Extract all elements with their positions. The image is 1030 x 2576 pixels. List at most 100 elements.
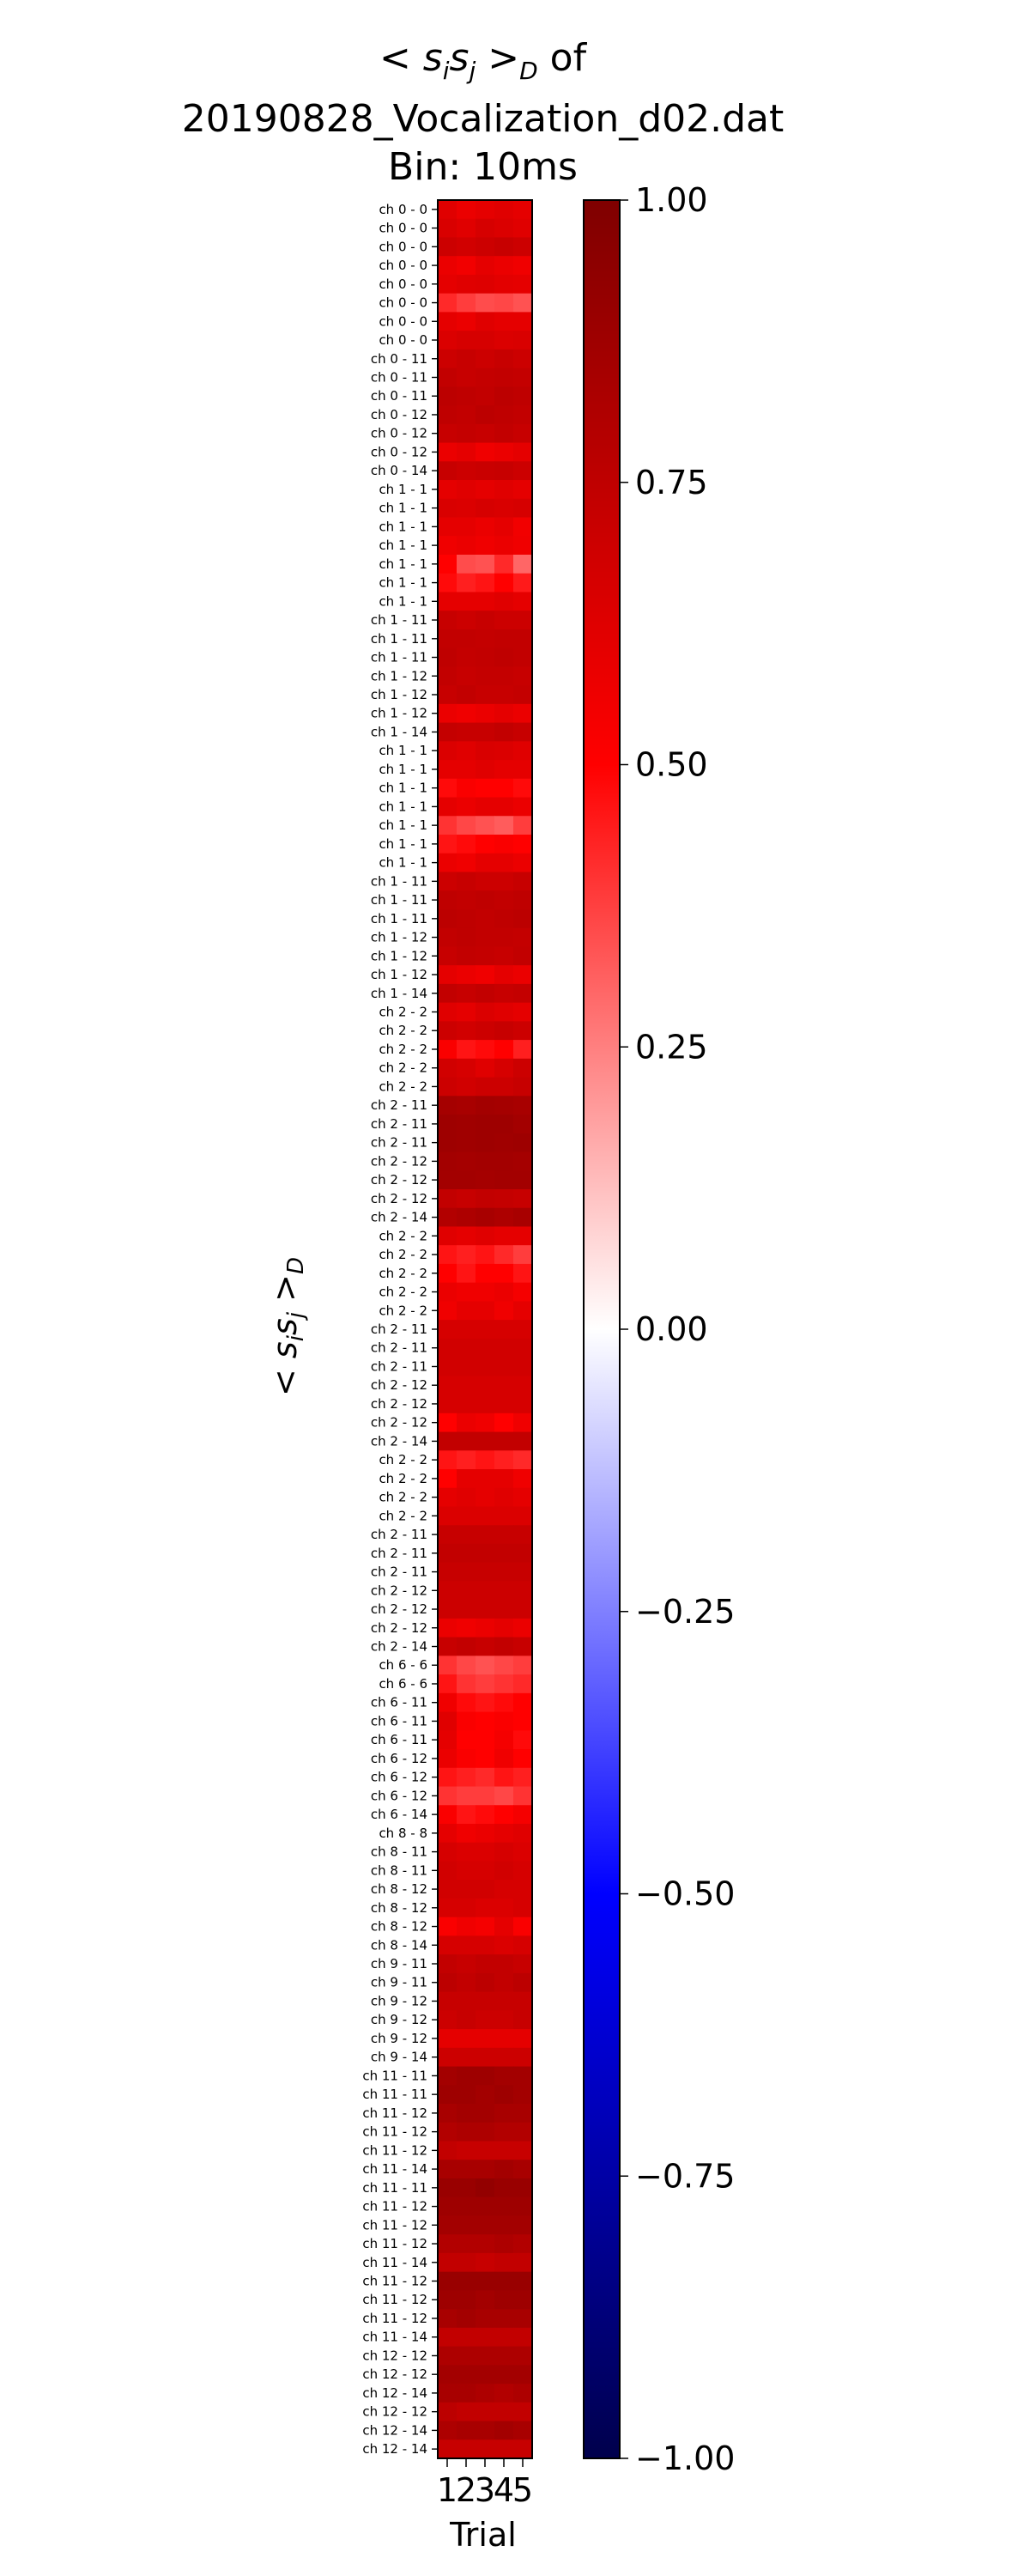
heatmap-cell	[494, 890, 514, 910]
heatmap-cell	[513, 1600, 533, 1619]
chart-title-line-1: < sisj >D of	[379, 36, 587, 85]
colorbar-tick-label: −0.75	[635, 2157, 735, 2195]
y-tick-label: ch 1 - 1	[379, 762, 427, 777]
y-tick-label: ch 0 - 11	[371, 388, 427, 404]
heatmap-cell	[494, 368, 514, 387]
heatmap-cell	[457, 368, 476, 387]
heatmap-cell	[494, 1692, 514, 1713]
heatmap-cell	[476, 1376, 495, 1395]
heatmap-cell	[494, 1207, 514, 1228]
heatmap-cell	[476, 1805, 495, 1825]
heatmap-cell	[457, 1543, 476, 1564]
heatmap-cell	[438, 1823, 457, 1844]
heatmap-cell	[513, 1394, 533, 1414]
heatmap-cell	[438, 517, 457, 537]
heatmap-cell	[457, 237, 476, 257]
heatmap-cell	[513, 517, 533, 537]
heatmap-cell	[476, 2215, 495, 2235]
heatmap-cell	[513, 405, 533, 425]
y-tick-label: ch 1 - 11	[371, 911, 427, 927]
heatmap-cell	[457, 331, 476, 350]
heatmap-cell	[494, 442, 514, 462]
heatmap-cell	[438, 760, 457, 780]
colorbar-tick-label: 0.00	[635, 1310, 708, 1348]
y-tick-label: ch 2 - 11	[371, 1527, 427, 1542]
heatmap-cell	[513, 2160, 533, 2179]
heatmap-cell	[476, 331, 495, 350]
y-tick-label: ch 0 - 12	[371, 407, 427, 422]
y-tick-label: ch 11 - 12	[362, 2236, 427, 2251]
heatmap-cell	[457, 1767, 476, 1788]
heatmap-cell	[513, 1040, 533, 1060]
heatmap-cell	[476, 2439, 495, 2459]
heatmap-cell	[457, 349, 476, 369]
y-tick-label: ch 6 - 12	[371, 1751, 427, 1766]
heatmap-cell	[513, 1282, 533, 1302]
heatmap-cell	[457, 2421, 476, 2440]
heatmap-cell	[457, 1133, 476, 1153]
y-tick-label: ch 2 - 12	[371, 1583, 427, 1598]
heatmap-cell	[476, 1188, 495, 1209]
y-tick-label: ch 0 - 0	[379, 221, 427, 236]
heatmap-cell	[438, 965, 457, 985]
heatmap-cell	[438, 1469, 457, 1489]
y-tick-label: ch 8 - 11	[371, 1862, 427, 1878]
colorbar-tick-label: −0.25	[635, 1593, 735, 1631]
heatmap-cell	[494, 2047, 514, 2068]
heatmap-cell	[476, 2160, 495, 2179]
heatmap-cell	[494, 1170, 514, 1190]
heatmap-cell	[457, 965, 476, 985]
heatmap-cell	[438, 1226, 457, 1246]
heatmap-cell	[438, 1842, 457, 1862]
heatmap-cell	[457, 760, 476, 780]
heatmap-cell	[494, 2309, 514, 2329]
heatmap-cell	[494, 1543, 514, 1564]
x-tick-label: 4	[494, 2471, 514, 2509]
heatmap-cell	[494, 1245, 514, 1265]
heatmap-cell	[513, 1431, 533, 1451]
heatmap-cell	[476, 2178, 495, 2198]
heatmap-cell	[476, 1469, 495, 1489]
y-tick-label: ch 1 - 1	[379, 501, 427, 516]
heatmap-cell	[476, 778, 495, 799]
heatmap-cell	[476, 2141, 495, 2160]
y-tick-label: ch 1 - 12	[371, 967, 427, 982]
heatmap-cell	[438, 1898, 457, 1918]
y-tick-label: ch 2 - 2	[379, 1490, 427, 1505]
heatmap-cell	[457, 423, 476, 444]
heatmap-cell	[438, 2029, 457, 2049]
heatmap-cell	[494, 965, 514, 985]
heatmap-cell	[457, 835, 476, 854]
heatmap-cell	[494, 293, 514, 313]
heatmap-cell	[513, 1730, 533, 1750]
y-tick-label: ch 11 - 12	[362, 2292, 427, 2307]
heatmap-cell	[494, 1711, 514, 1731]
heatmap-cell	[476, 1450, 495, 1470]
heatmap-cell	[513, 200, 533, 220]
heatmap-cell	[476, 592, 495, 611]
heatmap-cell	[457, 1394, 476, 1414]
y-tick-label: ch 2 - 11	[371, 1546, 427, 1561]
heatmap-cell	[457, 1040, 476, 1060]
heatmap-cell	[494, 778, 514, 799]
heatmap-cell	[513, 1133, 533, 1153]
heatmap-cell	[457, 685, 476, 705]
heatmap-cell	[457, 703, 476, 724]
heatmap-cell	[476, 349, 495, 369]
y-tick-label: ch 2 - 11	[371, 1564, 427, 1580]
heatmap-cell	[457, 1898, 476, 1918]
heatmap-cell	[476, 1115, 495, 1134]
y-tick-label: ch 1 - 1	[379, 799, 427, 814]
heatmap-cell	[513, 2365, 533, 2385]
heatmap-cell	[513, 1301, 533, 1321]
heatmap-cell	[494, 946, 514, 966]
heatmap-cell	[494, 2421, 514, 2440]
heatmap-cell	[494, 2384, 514, 2403]
heatmap-cell	[476, 1151, 495, 1171]
heatmap-cell	[494, 2010, 514, 2030]
heatmap-cell	[438, 1991, 457, 2011]
heatmap-cell	[494, 256, 514, 276]
y-tick-label: ch 2 - 14	[371, 1210, 427, 1225]
heatmap-cell	[513, 1245, 533, 1265]
heatmap-cell	[494, 611, 514, 630]
